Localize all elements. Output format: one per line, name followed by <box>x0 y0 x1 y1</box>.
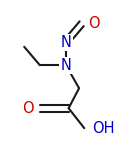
Text: N: N <box>61 35 71 50</box>
Text: N: N <box>61 58 71 73</box>
Text: OH: OH <box>92 121 115 136</box>
Text: O: O <box>22 101 33 116</box>
Text: O: O <box>88 16 100 31</box>
